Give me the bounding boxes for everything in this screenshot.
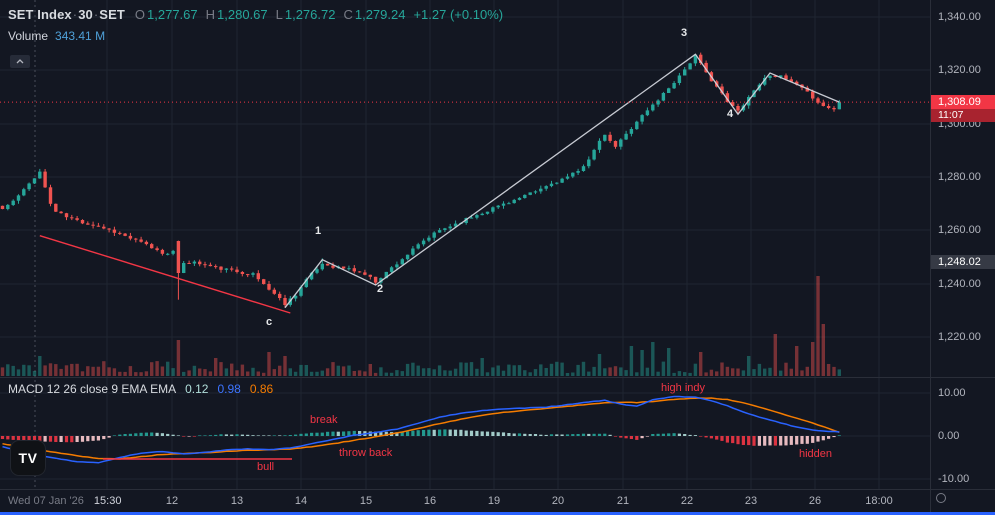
price-level-badge: 1,248.02	[931, 255, 995, 269]
exchange-label: SET	[99, 7, 125, 22]
interval-label: 30	[78, 7, 93, 22]
legend-macd: MACD 12 26 close 9 EMA EMA 0.12 0.98 0.8…	[8, 382, 273, 396]
price-axis-label: 1,240.00	[938, 278, 981, 290]
macd-signal-line	[2, 397, 840, 460]
symbol-title[interactable]: SET Index·30·SET	[8, 7, 125, 22]
time-axis-label: 16	[423, 495, 437, 507]
legend-main: SET Index·30·SET O 1,277.67 H 1,280.67 L 1,…	[8, 7, 503, 43]
wave-label: 1	[315, 225, 322, 237]
last-price-badge: 1,308.09 11:07	[931, 95, 995, 122]
time-axis-label: 15	[359, 495, 373, 507]
annotation-note: break	[310, 414, 338, 426]
annotation-note: hidden	[799, 448, 833, 460]
time-axis-major-label: Wed 07 Jan '26 15:30	[8, 495, 122, 507]
price-axis-label: 1,280.00	[938, 171, 981, 183]
time-axis-label: 19	[487, 495, 501, 507]
macd-axis-label: 0.00	[938, 430, 960, 442]
macd-line	[2, 395, 840, 464]
annotation-note: high indy	[661, 382, 706, 394]
price-axis-label: 1,260.00	[938, 224, 981, 236]
elliott-wave-zigzag	[284, 53, 840, 309]
time-axis-label: 14	[294, 495, 308, 507]
time-axis[interactable]: Wed 07 Jan '26 15:30 12 13 14 15 16 19 20 21 22 23…	[0, 490, 995, 512]
price-axis-label: 1,320.00	[938, 64, 981, 76]
macd-indicator-label[interactable]: MACD 12 26 close 9 EMA EMA	[8, 382, 177, 396]
symbol-name: SET Index	[8, 7, 72, 22]
annotation-note: bull	[257, 461, 275, 473]
last-price-value: 1,308.09	[931, 95, 995, 109]
time-axis-label: 26	[808, 495, 822, 507]
price-axis[interactable]: 1,308.09 11:07 1,248.02 1,340.00 1,320.00…	[931, 0, 995, 489]
time-axis-label: 12	[165, 495, 179, 507]
time-axis-label: 23	[744, 495, 758, 507]
tradingview-logo-text: TV	[18, 450, 38, 466]
time-axis-label: 22	[680, 495, 694, 507]
macd-hist-value: 0.12	[185, 382, 209, 396]
annotation-note: throw back	[339, 447, 393, 459]
pane-separator[interactable]	[0, 377, 995, 378]
wave-label: 3	[681, 27, 688, 39]
time-axis-separator	[0, 489, 995, 490]
change-value: +1.27 (+0.10%)	[413, 7, 504, 22]
scale-mode-icon[interactable]	[936, 493, 946, 503]
grid-lines	[0, 0, 930, 489]
macd-axis-label: 10.00	[938, 387, 966, 399]
macd-line-value: 0.98	[217, 382, 241, 396]
volume-series	[0, 276, 841, 376]
wave-label: c	[266, 316, 273, 328]
chevron-up-icon	[16, 59, 24, 64]
low-value: L 1,276.72	[275, 7, 336, 22]
red-trendline	[39, 234, 291, 314]
bottom-accent-bar	[0, 512, 995, 515]
separator-dot: ·	[93, 7, 99, 22]
chart-canvas[interactable]	[0, 0, 930, 489]
macd-histogram	[0, 429, 841, 446]
time-axis-label: 20	[551, 495, 565, 507]
tradingview-logo[interactable]: TV	[10, 440, 46, 476]
wave-label: 4	[727, 108, 734, 120]
time-axis-label: 13	[230, 495, 244, 507]
wave-label: 2	[377, 283, 384, 295]
separator-dot: ·	[72, 7, 78, 22]
time-axis-label: 18:00	[865, 495, 893, 507]
high-value: H 1,280.67	[205, 7, 268, 22]
price-axis-separator	[930, 0, 931, 512]
candlestick-series	[0, 52, 841, 308]
ohlc-values: O 1,277.67 H 1,280.67 L 1,276.72 C 1,279.24 …	[135, 7, 503, 22]
close-value: C 1,279.24	[343, 7, 406, 22]
price-axis-label: 1,340.00	[938, 11, 981, 23]
price-axis-label: 1,220.00	[938, 331, 981, 343]
legend-collapse-button[interactable]	[10, 55, 30, 68]
time-axis-label: 21	[616, 495, 630, 507]
volume-value: 343.41 M	[55, 29, 106, 43]
macd-signal-value: 0.86	[249, 382, 274, 396]
macd-axis-label: -10.00	[938, 473, 970, 485]
open-value: O 1,277.67	[134, 7, 198, 22]
volume-indicator-label[interactable]: Volume	[8, 29, 49, 43]
last-price-countdown: 11:07	[931, 109, 995, 122]
